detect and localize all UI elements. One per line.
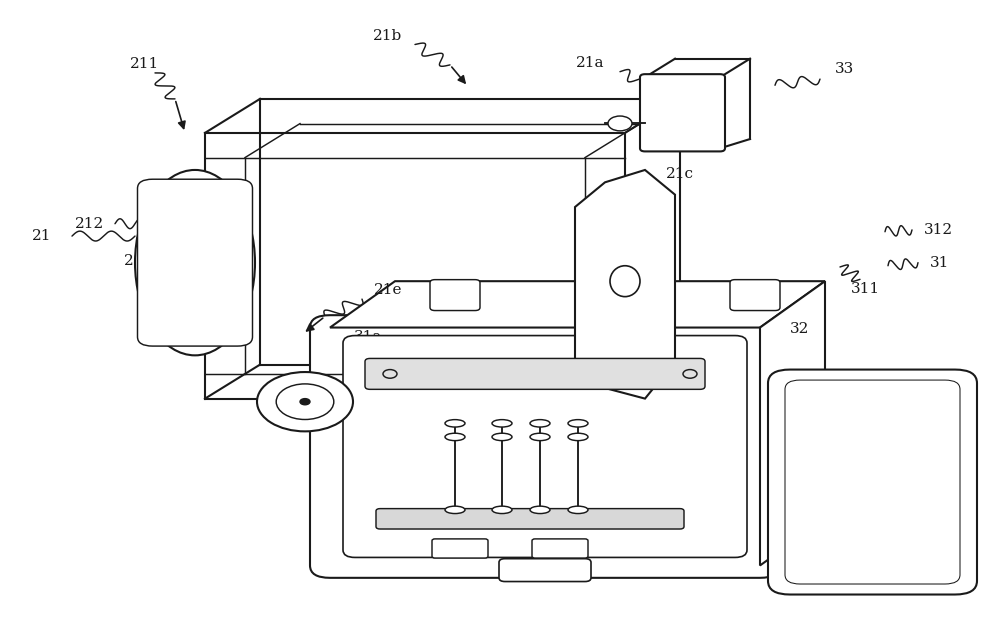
FancyBboxPatch shape [138,179,252,346]
Ellipse shape [530,433,550,441]
Text: 21b: 21b [373,29,403,43]
Text: 321: 321 [413,474,443,488]
Polygon shape [760,281,825,565]
FancyBboxPatch shape [730,280,780,311]
Text: 322: 322 [413,452,443,465]
FancyBboxPatch shape [785,380,960,584]
Polygon shape [330,281,825,328]
Circle shape [608,116,632,131]
Text: 212: 212 [75,217,105,231]
Ellipse shape [568,433,588,441]
Text: 31a: 31a [354,330,382,344]
Text: 312: 312 [923,223,953,237]
FancyBboxPatch shape [499,559,591,582]
Text: 21: 21 [32,229,52,243]
Ellipse shape [610,266,640,297]
Text: 21e: 21e [374,284,402,297]
Text: 31: 31 [930,256,950,269]
Circle shape [300,399,310,405]
FancyBboxPatch shape [376,509,684,529]
Text: 32: 32 [790,322,810,336]
FancyBboxPatch shape [432,539,488,558]
Text: 21a: 21a [576,56,604,70]
Text: 211: 211 [130,57,160,70]
Text: 21d: 21d [147,296,177,310]
Ellipse shape [568,420,588,427]
FancyBboxPatch shape [310,315,780,578]
Ellipse shape [492,420,512,427]
Text: 21c: 21c [666,167,694,181]
Ellipse shape [445,420,465,427]
FancyBboxPatch shape [640,74,725,151]
FancyBboxPatch shape [430,280,480,311]
Ellipse shape [530,506,550,514]
Text: 21a: 21a [124,254,152,268]
FancyBboxPatch shape [365,358,705,389]
Text: 31a: 31a [354,353,382,366]
Ellipse shape [530,420,550,427]
Ellipse shape [135,170,255,355]
Polygon shape [575,170,675,399]
Ellipse shape [492,433,512,441]
Ellipse shape [445,433,465,441]
FancyBboxPatch shape [768,370,977,595]
Text: 311: 311 [850,282,880,296]
Ellipse shape [568,506,588,514]
Text: 33: 33 [835,62,855,76]
Ellipse shape [445,506,465,514]
FancyBboxPatch shape [343,336,747,557]
Ellipse shape [276,384,334,420]
Ellipse shape [257,372,353,431]
Ellipse shape [492,506,512,514]
FancyBboxPatch shape [532,539,588,558]
